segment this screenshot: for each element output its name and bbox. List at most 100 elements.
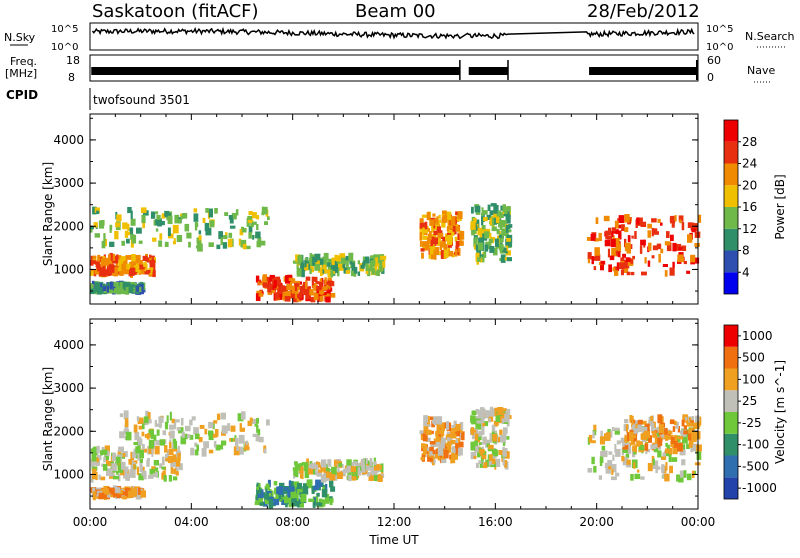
time-axis: 00:00 04:00 08:00 12:00 16:00 20:00 00:00 Time …	[73, 515, 716, 547]
echo-cell	[626, 271, 631, 276]
echo-cell	[180, 215, 184, 220]
echo-cell	[373, 474, 379, 482]
y-tick-label: 2000	[53, 424, 84, 438]
echo-cell	[491, 424, 496, 432]
echo-cell	[447, 234, 453, 243]
echo-cell	[690, 446, 693, 453]
echo-cell	[315, 293, 319, 300]
echo-cell	[473, 455, 477, 459]
echo-cell	[144, 271, 150, 275]
echo-cell	[141, 448, 148, 453]
echo-cell	[450, 459, 453, 464]
echo-cell	[443, 249, 449, 258]
y-axis-label: Slant Range [km]	[41, 162, 55, 266]
echo-cell	[337, 472, 343, 479]
echo-cell	[451, 447, 458, 456]
echo-cell	[429, 446, 434, 452]
echo-cell	[420, 432, 425, 437]
echo-cell	[123, 268, 129, 275]
echo-cell	[349, 261, 353, 265]
echo-cell	[330, 486, 336, 492]
echo-cell	[110, 490, 116, 495]
echo-cell	[329, 499, 333, 506]
echo-cell	[126, 231, 131, 236]
echo-cell	[169, 439, 172, 445]
echo-cell	[624, 242, 631, 252]
echo-cell	[186, 434, 191, 439]
echo-cell	[324, 269, 330, 274]
echo-cell	[260, 489, 264, 498]
echo-cell	[101, 449, 108, 455]
echo-cell	[493, 247, 498, 256]
echo-cell	[265, 483, 270, 487]
echo-cell	[248, 211, 253, 215]
echo-cell	[492, 439, 497, 444]
x-tick-label: 12:00	[377, 515, 412, 529]
echo-cell	[309, 268, 312, 275]
colorbar-tick-label: -500	[742, 459, 769, 473]
echo-cell	[498, 244, 504, 251]
echo-cell	[257, 237, 262, 242]
echo-cell	[487, 204, 491, 211]
echo-cell	[256, 424, 259, 433]
echo-cell	[169, 424, 174, 430]
echo-cell	[109, 226, 112, 233]
echo-cell	[504, 256, 507, 261]
echo-cell	[614, 444, 617, 453]
echo-cell	[137, 417, 144, 424]
echo-cell	[587, 258, 591, 264]
echo-cell	[620, 269, 624, 276]
echo-cell	[194, 215, 198, 220]
echo-cell	[138, 240, 143, 244]
echo-cell	[119, 259, 123, 268]
echo-cell	[262, 206, 268, 215]
echo-cell	[115, 282, 119, 289]
echo-cell	[119, 269, 124, 276]
y-tick-label: 2000	[53, 219, 84, 233]
echo-cell	[92, 260, 97, 265]
echo-cell	[181, 431, 185, 438]
freq-bar-segment	[91, 67, 460, 75]
echo-cell	[478, 433, 482, 441]
echo-cell	[500, 434, 506, 443]
echo-cell	[495, 415, 501, 422]
echo-cell	[320, 474, 327, 483]
cpid-value: twofsound 3501	[93, 93, 190, 107]
echo-cell	[341, 470, 346, 476]
echo-cell	[122, 453, 126, 458]
echo-cell	[319, 290, 325, 295]
echo-cell	[491, 458, 496, 464]
echo-cell	[304, 260, 307, 268]
echo-cell	[657, 218, 661, 223]
echo-cell	[485, 228, 491, 233]
echo-cell	[269, 493, 272, 497]
echo-cell	[614, 238, 620, 246]
echo-cell	[316, 502, 323, 507]
echo-cell	[106, 285, 109, 293]
echo-cell	[365, 256, 370, 264]
beam-title: Beam 00	[355, 1, 436, 22]
y-tick-label: 3000	[53, 381, 84, 395]
echo-cell	[228, 215, 233, 220]
echo-cell	[239, 229, 244, 236]
echo-cell	[665, 461, 668, 471]
echo-cell	[625, 453, 630, 459]
echo-cell	[686, 422, 693, 427]
echo-cell	[695, 418, 698, 422]
echo-cell	[690, 254, 696, 263]
echo-cell	[133, 464, 136, 470]
freq-unit: [MHz]	[5, 67, 37, 80]
echo-cell	[94, 282, 101, 291]
echo-cell	[330, 269, 334, 278]
echo-cell	[441, 240, 446, 246]
echo-cell	[165, 458, 170, 462]
echo-cell	[670, 234, 674, 242]
echo-cell	[498, 450, 501, 455]
echo-cell	[470, 429, 477, 433]
echo-cell	[455, 423, 461, 431]
echo-cell	[322, 291, 327, 296]
echo-cell	[420, 248, 425, 252]
echo-cell	[656, 243, 662, 250]
echo-cell	[590, 440, 596, 444]
colorbar-segment	[724, 390, 738, 412]
